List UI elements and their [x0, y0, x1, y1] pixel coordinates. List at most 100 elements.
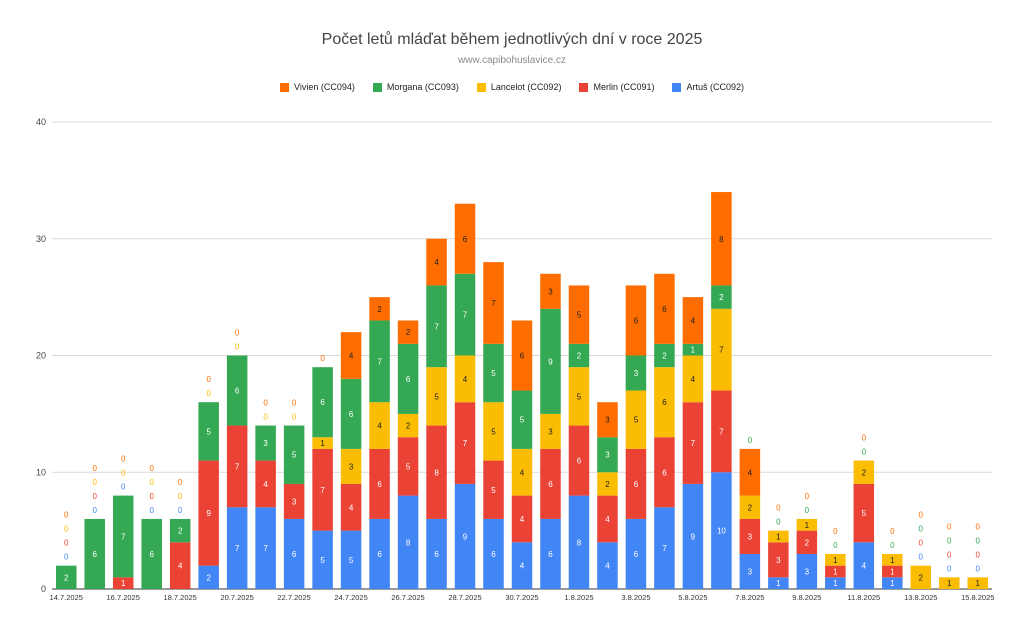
data-label: 1 — [833, 567, 838, 576]
data-label: 0 — [149, 492, 154, 501]
data-label: 4 — [520, 468, 525, 477]
bar-segment — [682, 483, 704, 589]
bar-segment — [397, 413, 419, 438]
data-label: 0 — [64, 539, 69, 548]
bar-segment — [682, 343, 704, 356]
bar-segment — [625, 518, 647, 589]
data-label: 4 — [862, 562, 867, 571]
bar-segment — [654, 343, 675, 368]
data-label: 7 — [434, 322, 439, 331]
legend-swatch — [280, 82, 289, 92]
data-label: 5 — [634, 416, 639, 425]
x-tick-label: 30.7.2025 — [505, 593, 538, 602]
bar-segment — [426, 425, 447, 519]
data-label: 1 — [976, 579, 981, 588]
data-label: 8 — [434, 468, 439, 477]
x-tick-label: 28.7.2025 — [448, 593, 481, 602]
data-label: 1 — [320, 439, 325, 448]
bar-segment — [939, 577, 960, 589]
bar-segment — [483, 518, 504, 589]
data-label: 3 — [292, 497, 297, 506]
data-label: 0 — [947, 522, 952, 531]
bar-segment — [511, 542, 533, 589]
data-label: 4 — [691, 375, 696, 384]
data-label: 2 — [862, 468, 867, 477]
data-label: 6 — [149, 550, 154, 559]
data-label: 2 — [377, 305, 382, 314]
bar-segment — [369, 320, 390, 403]
bar-segment — [397, 437, 419, 496]
data-label: 5 — [491, 369, 496, 378]
data-label: 7 — [719, 427, 724, 436]
data-label: 5 — [862, 509, 867, 518]
data-label: 0 — [149, 506, 154, 515]
data-label: 0 — [976, 522, 981, 531]
bar-segment — [654, 507, 675, 589]
bar-segment — [312, 530, 333, 589]
data-label: 6 — [377, 480, 382, 489]
data-label: 5 — [349, 556, 354, 565]
bar-segment — [226, 425, 248, 508]
bar-segment — [796, 518, 818, 531]
bar-segment — [198, 402, 219, 461]
bar-segment — [568, 367, 590, 426]
data-label: 1 — [776, 579, 781, 588]
data-label: 1 — [776, 532, 781, 541]
data-label: 5 — [491, 427, 496, 436]
bar-segment — [283, 518, 305, 589]
data-label: 4 — [691, 316, 696, 325]
bar-segment — [340, 448, 362, 484]
bar-segment — [882, 553, 903, 566]
bar-segment — [768, 577, 789, 589]
y-tick-label: 40 — [36, 117, 46, 127]
bar-segment — [397, 343, 419, 414]
data-label: 3 — [605, 451, 610, 460]
data-label: 6 — [349, 410, 354, 419]
data-label: 3 — [748, 567, 753, 576]
data-label: 6 — [634, 480, 639, 489]
data-label: 0 — [833, 541, 838, 550]
data-label: 2 — [805, 538, 810, 547]
bar-segment — [340, 483, 362, 531]
data-label: 2 — [919, 573, 924, 582]
data-label: 0 — [947, 564, 952, 573]
data-label: 0 — [292, 399, 297, 408]
data-label: 6 — [434, 550, 439, 559]
bar-segment — [882, 577, 903, 589]
data-label: 0 — [976, 550, 981, 559]
data-label: 0 — [776, 518, 781, 527]
bar-segment — [540, 413, 561, 449]
bar-segment — [825, 565, 846, 578]
data-label: 0 — [178, 478, 183, 487]
data-label: 2 — [206, 573, 211, 582]
x-tick-label: 7.8.2025 — [735, 593, 764, 602]
data-label: 5 — [491, 486, 496, 495]
bar-segment — [625, 448, 647, 519]
bar-segment — [682, 355, 704, 403]
bar-segment — [369, 518, 390, 589]
legend-label: Vivien (CC094) — [294, 82, 355, 92]
data-label: 1 — [121, 579, 126, 588]
bar-segment — [198, 460, 219, 566]
legend-label: Lancelot (CC092) — [490, 82, 562, 92]
data-label: 0 — [64, 553, 69, 562]
bar-segment — [654, 367, 675, 438]
legend-swatch — [476, 82, 486, 92]
data-label: 0 — [947, 550, 952, 559]
bar-segment — [825, 553, 846, 566]
x-tick-label: 26.7.2025 — [391, 593, 424, 602]
bar-segment — [112, 577, 134, 589]
x-tick-label: 16.7.2025 — [107, 593, 140, 602]
data-label: 1 — [833, 579, 838, 588]
bar-segment — [454, 273, 476, 356]
data-label: 0 — [235, 343, 240, 352]
bar-segment — [739, 448, 761, 496]
bar-segment — [226, 507, 248, 589]
data-label: 6 — [93, 550, 98, 559]
data-label: 6 — [292, 550, 297, 559]
data-label: 2 — [719, 293, 724, 302]
bar-segment — [625, 355, 647, 391]
data-label: 7 — [719, 346, 724, 355]
data-label: 0 — [64, 525, 69, 534]
data-label: 4 — [377, 422, 382, 431]
